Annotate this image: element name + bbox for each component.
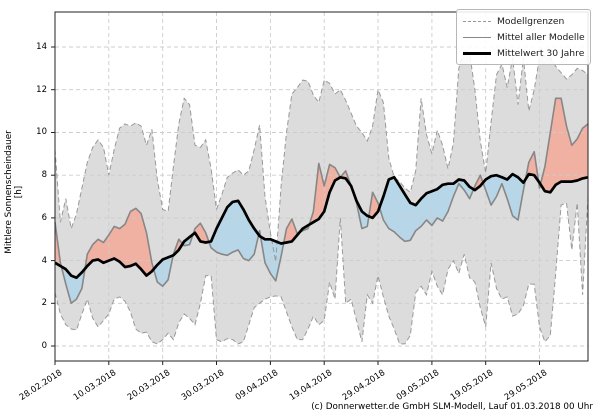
y-axis-title: Mittlere Sonnenscheindauer [h] xyxy=(4,130,24,254)
y-tick-label: 4 xyxy=(41,255,47,266)
climatology-line xyxy=(54,172,589,280)
y-tick-label: 14 xyxy=(36,42,47,53)
legend-label: Mittel aller Modelle xyxy=(497,31,585,43)
legend: Modellgrenzen Mittel aller Modelle Mitte… xyxy=(456,9,591,65)
legend-item-30yr-mean: Mittelwert 30 Jahre xyxy=(463,45,584,61)
model-max-line xyxy=(54,48,589,262)
model-min-line xyxy=(54,196,589,345)
dashed-line-swatch xyxy=(463,20,491,22)
copyright-note: (c) Donnerwetter.de GmbH SLM-Modell, Lau… xyxy=(311,402,593,412)
y-tick-label: 12 xyxy=(36,84,47,95)
model-mean-line xyxy=(54,97,589,305)
legend-item-model-mean: Mittel aller Modelle xyxy=(463,29,585,45)
y-tick-label: 10 xyxy=(36,127,47,138)
legend-item-model-bounds: Modellgrenzen xyxy=(463,13,584,29)
y-tick-label: 6 xyxy=(41,212,47,223)
mean-above-climatology-fill xyxy=(55,98,588,278)
legend-label: Mittelwert 30 Jahre xyxy=(497,47,585,59)
plot-border xyxy=(54,11,589,362)
y-tick-label: 2 xyxy=(41,298,47,309)
y-tick-label: 0 xyxy=(41,341,47,352)
gray-line-swatch xyxy=(463,36,491,38)
black-line-swatch xyxy=(463,51,491,55)
legend-label: Modellgrenzen xyxy=(497,15,565,27)
y-tick-label: 8 xyxy=(41,170,47,181)
